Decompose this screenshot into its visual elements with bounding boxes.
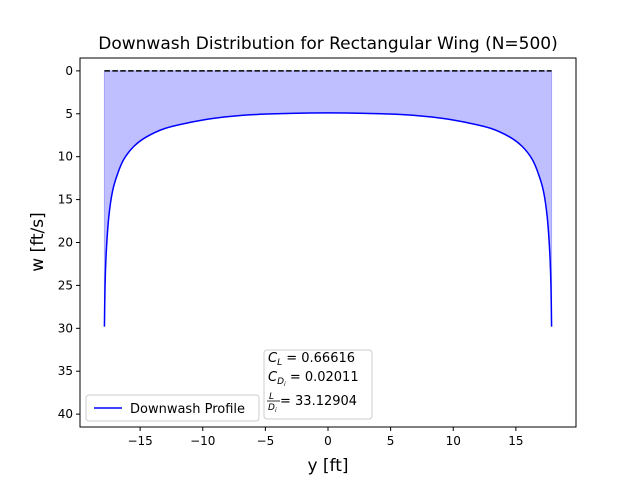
y-tick-label: 0 [65,64,73,78]
x-tick-label: −10 [190,434,215,448]
cdi-subsubscript: i [284,381,286,388]
x-tick-label: 0 [324,434,332,448]
cl-annotation: CL = 0.66616 [268,351,355,368]
chart-title: Downwash Distribution for Rectangular Wi… [98,34,558,54]
ld-numerator: L [269,392,274,402]
x-tick-label: 10 [446,434,461,448]
y-tick-label: 10 [58,150,73,164]
y-tick-label: 30 [58,321,73,335]
ld-den-symbol: D [268,403,275,413]
y-tick-label: 25 [58,278,73,292]
downwash-profile-line [103,112,553,327]
y-tick-label: 15 [58,193,73,207]
legend-label-downwash: Downwash Profile [130,402,245,417]
cdi-symbol: C [268,370,278,385]
results-annotation: CL = 0.66616 CDi = 0.02011 L Di = 33.129… [263,349,373,420]
x-axis-label: y [ft] [307,456,348,476]
y-tick-label: 35 [58,364,73,378]
downwash-fill-area [103,70,553,327]
cl-value: = 0.66616 [282,351,355,366]
ld-annotation: L Di = 33.12904 [267,392,357,414]
cl-subscript: L [277,358,282,368]
cdi-value: = 0.02011 [286,370,359,385]
x-tick-label: 15 [508,434,523,448]
y-tick-label: 5 [65,107,73,121]
cdi-annotation: CDi = 0.02011 [268,370,359,388]
cdi-subscript: D [277,377,284,387]
x-tick-label: −15 [127,434,152,448]
x-tick-label: 5 [387,434,395,448]
x-tick-label: −5 [257,434,275,448]
cl-symbol: C [268,351,278,366]
y-axis-label: w [ft/s] [28,212,48,272]
legend: Downwash Profile [85,394,260,422]
annotation-box [263,349,373,420]
y-tick-label: 40 [58,407,73,421]
legend-box [85,394,260,422]
y-tick-label: 20 [58,236,73,250]
y-axis: 0 5 10 15 20 25 30 35 40 [58,64,80,421]
x-axis: −15 −10 −5 0 5 10 15 [127,427,524,448]
plot-area [103,70,553,327]
ld-den-subscript: i [275,407,277,414]
ld-denominator: Di [268,403,277,414]
ld-value: = 33.12904 [280,394,357,409]
